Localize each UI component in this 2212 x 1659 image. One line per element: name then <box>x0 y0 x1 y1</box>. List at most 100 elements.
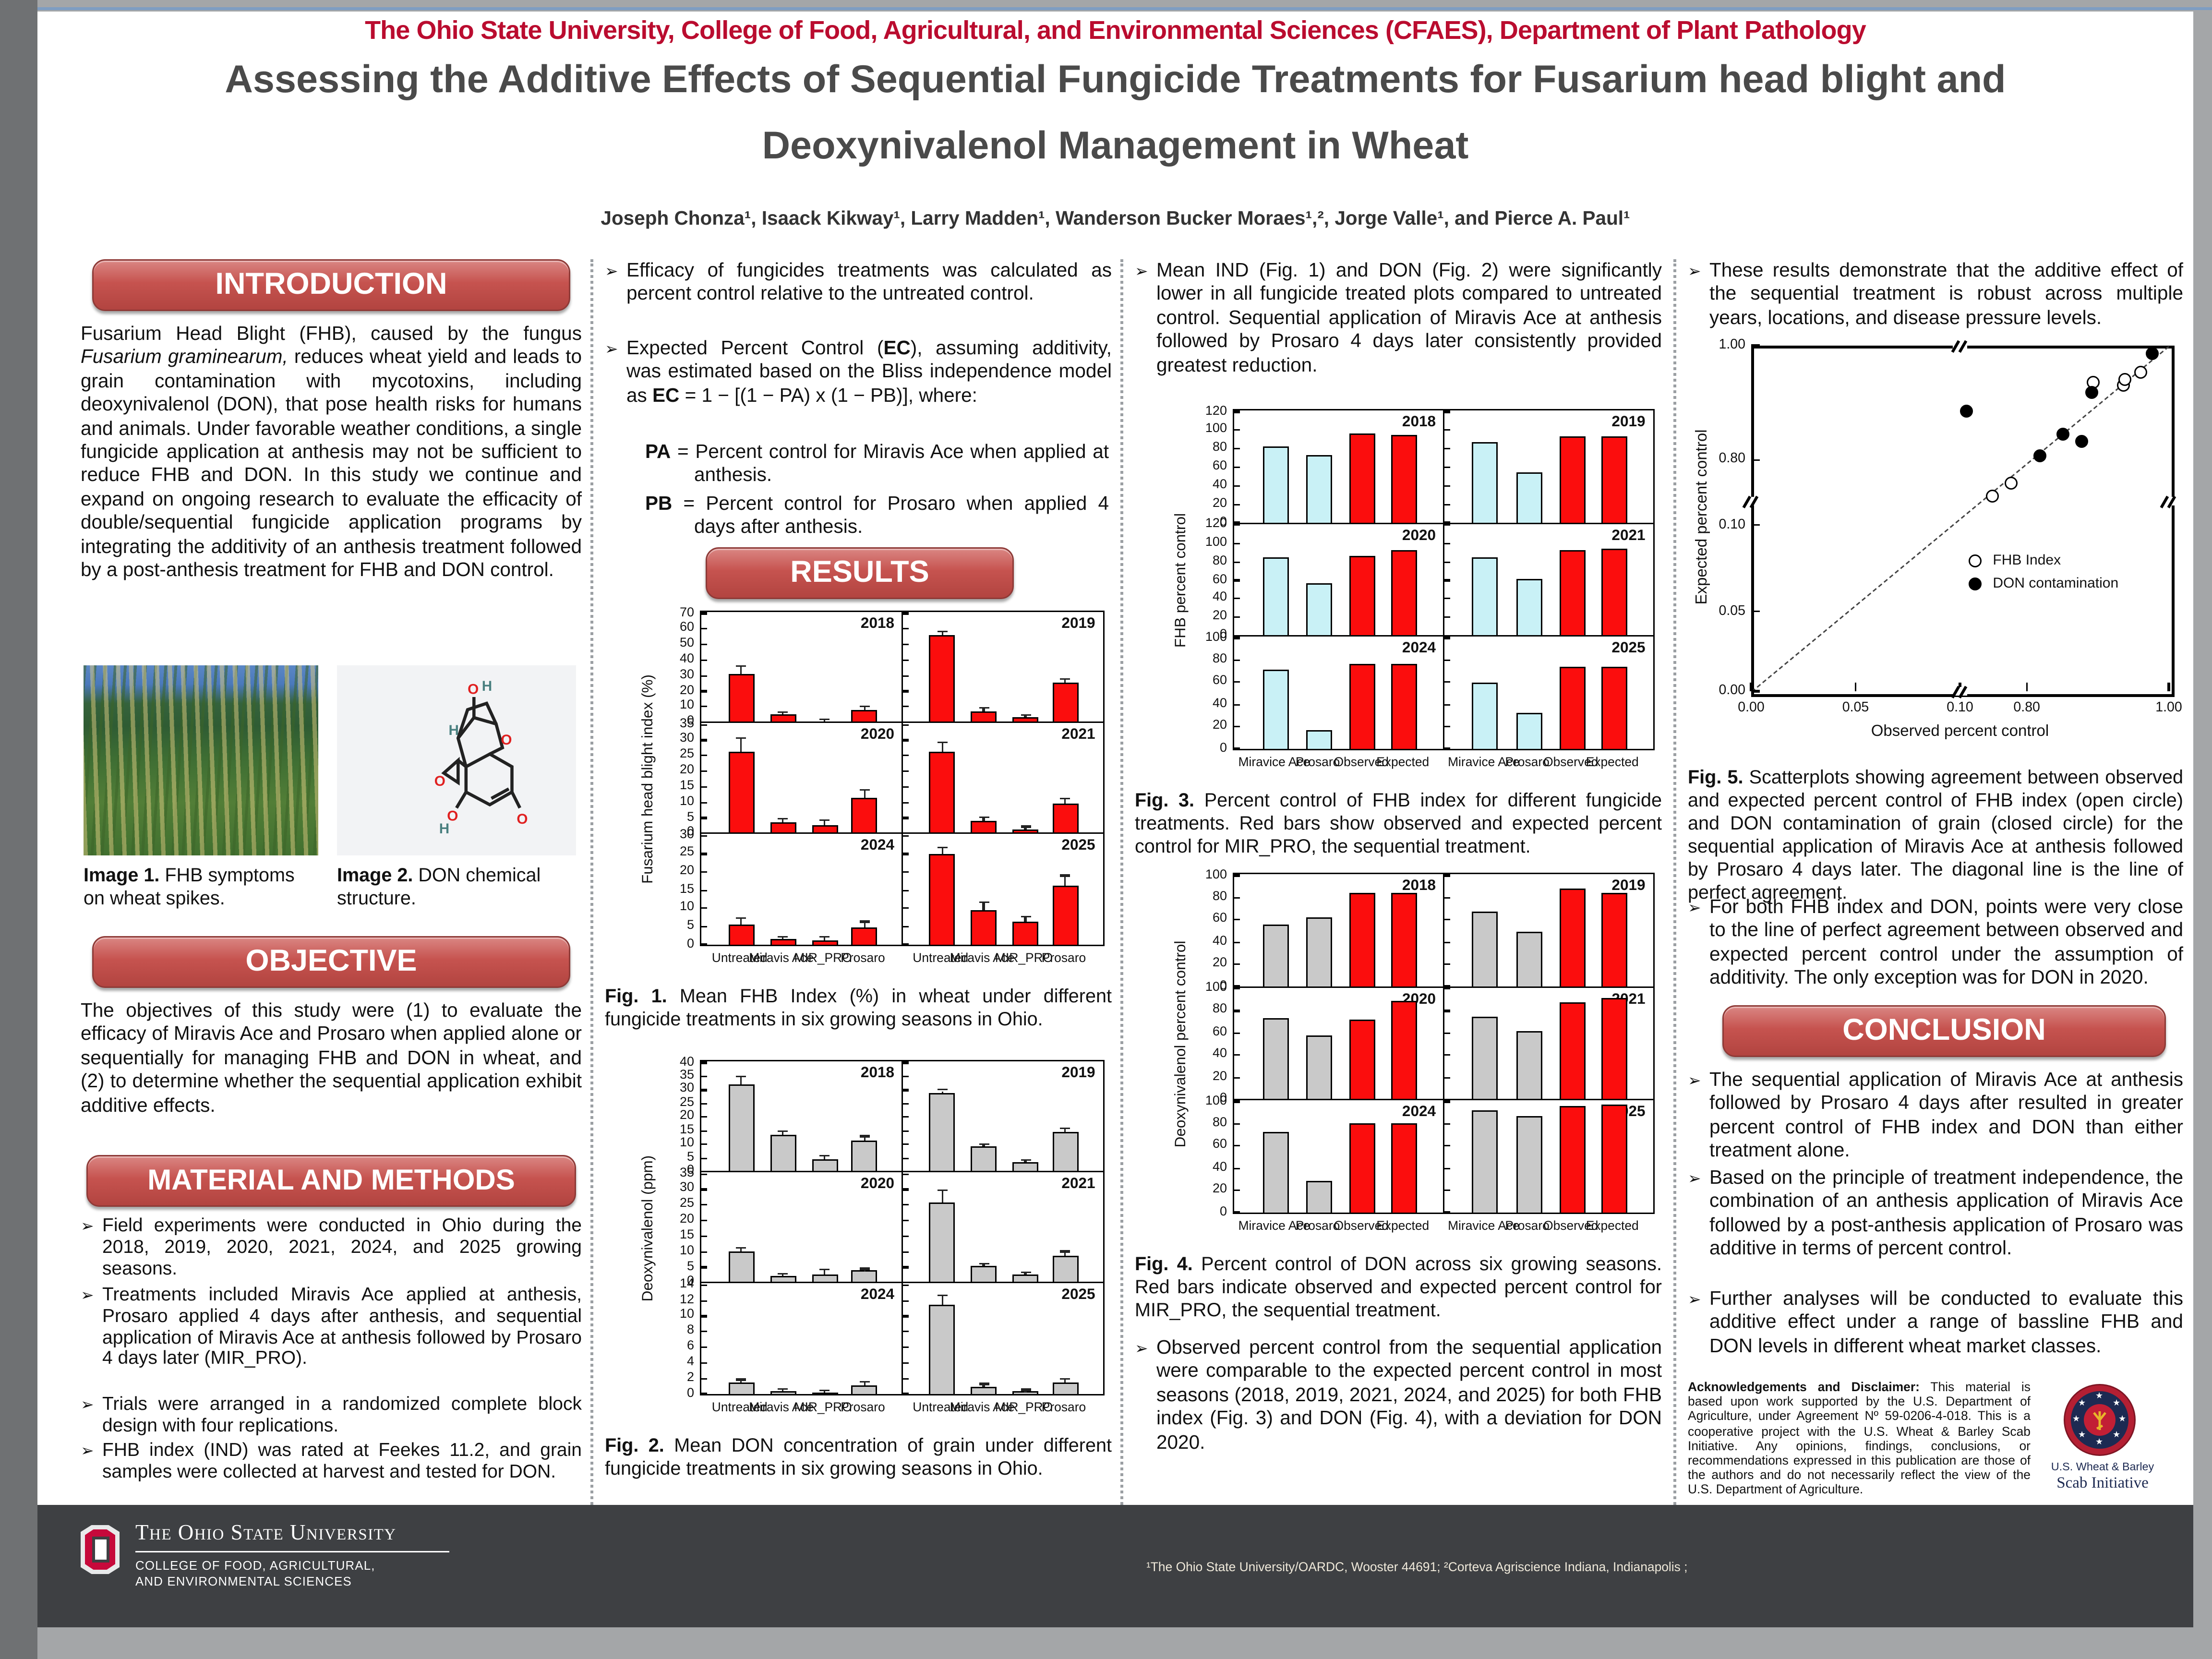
y-tick-label: 15 <box>679 1121 694 1136</box>
data-bar <box>1391 550 1418 636</box>
y-tick <box>1234 579 1240 581</box>
error-bar <box>823 1392 826 1393</box>
data-bar <box>1306 455 1333 523</box>
y-tick-label: 5 <box>686 1149 694 1164</box>
error-bar-cap <box>937 1190 947 1192</box>
y-tick-label: 80 <box>1212 650 1227 665</box>
error-bar <box>740 739 742 752</box>
data-bar <box>929 1304 955 1394</box>
data-bar <box>1515 1031 1542 1100</box>
chart-panel: 2018 <box>1233 409 1444 524</box>
error-bar <box>1064 799 1066 804</box>
chart-panel: 2018 <box>700 611 903 724</box>
error-bar <box>823 1157 826 1159</box>
data-bar <box>929 854 955 945</box>
y-tick-label: 0 <box>686 713 694 728</box>
window-left-strip <box>0 0 37 1659</box>
data-bar <box>1262 924 1289 986</box>
error-bar <box>823 821 826 825</box>
data-bar <box>1559 889 1586 986</box>
y-tick <box>701 644 707 646</box>
y-tick-label: 0 <box>1219 626 1227 641</box>
osu-college: COLLEGE OF FOOD, AGRICULTURAL, AND ENVIR… <box>135 1558 375 1588</box>
axis-category-label: Untreated <box>913 950 969 965</box>
y-tick <box>902 817 908 819</box>
y-tick <box>902 1393 908 1395</box>
y-tick-label: 20 <box>679 1107 694 1122</box>
objective-header: OBJECTIVE <box>92 936 570 988</box>
error-bar <box>941 848 943 854</box>
data-bar <box>1262 446 1289 523</box>
error-bar-cap <box>859 705 869 707</box>
methods-header: MATERIAL AND METHODS <box>86 1155 576 1207</box>
error-bar-cap <box>819 1390 830 1392</box>
panel-year-label: 2021 <box>1061 726 1095 744</box>
y-tick-label: 0.00 <box>1719 683 1746 698</box>
error-bar-cap <box>937 741 947 743</box>
axis-category-label: Prosaro <box>1041 950 1086 965</box>
data-bar <box>769 714 796 722</box>
intro-text: reduces wheat yield and leads to grain c… <box>81 346 582 581</box>
axis-category-label: Prosaro <box>841 950 885 965</box>
data-bar <box>1391 664 1418 749</box>
y-tick <box>1234 963 1240 965</box>
y-tick <box>1234 616 1240 618</box>
data-bar <box>971 909 997 945</box>
data-bar <box>1391 1000 1418 1100</box>
y-tick <box>701 1362 707 1364</box>
y-tick <box>701 1315 707 1317</box>
y-tick <box>1234 1010 1240 1012</box>
data-bar <box>1012 1274 1039 1283</box>
osu-college-line1: COLLEGE OF FOOD, AGRICULTURAL, <box>135 1558 375 1573</box>
data-bar <box>1515 473 1542 523</box>
data-bar <box>1262 1131 1289 1213</box>
y-tick-label: 15 <box>679 880 694 895</box>
data-bar <box>1349 1020 1376 1100</box>
data-bar <box>1306 1035 1333 1100</box>
y-tick-label: 60 <box>1212 1023 1227 1038</box>
data-bar <box>1472 442 1498 523</box>
legend-marker-icon <box>1968 554 1982 567</box>
data-bar <box>1012 1392 1039 1394</box>
y-tick <box>701 1173 707 1175</box>
y-tick-label: 1.00 <box>1719 337 1746 353</box>
y-tick <box>902 853 908 855</box>
error-bar <box>1064 1252 1066 1256</box>
y-tick <box>701 1235 707 1237</box>
chart-panel: 2020 <box>700 1171 903 1285</box>
error-bar <box>781 938 784 939</box>
y-tick <box>902 1362 908 1364</box>
error-bar <box>740 1380 742 1382</box>
y-tick <box>902 1173 908 1175</box>
axis-category-label: Miravice Ace <box>1238 755 1310 769</box>
chart-panel: 2020 <box>1233 986 1444 1101</box>
data-bar <box>851 1385 878 1394</box>
y-tick <box>1443 919 1450 921</box>
data-bar <box>1349 1122 1376 1213</box>
data-bar <box>728 924 754 945</box>
means-bullet: Mean IND (Fig. 1) and DON (Fig. 2) were … <box>1135 259 1662 377</box>
conclusion-bullet: The sequential application of Miravis Ac… <box>1688 1069 2183 1163</box>
column-2: Efficacy of fungicides treatments was ca… <box>605 259 1112 1509</box>
y-tick <box>701 801 707 804</box>
ec-bold: EC <box>652 384 680 406</box>
y-tick <box>1234 503 1240 505</box>
axis-category-label: Miravis Ace <box>749 950 814 965</box>
panel-year-label: 2018 <box>1402 877 1436 894</box>
y-tick <box>902 1116 908 1118</box>
y-tick <box>1234 1123 1240 1125</box>
axis-category-label: Miravice Ace <box>1448 755 1520 769</box>
y-tick-label: 8 <box>686 1322 694 1337</box>
star-icon: ★ <box>2113 1431 2121 1440</box>
intro-text: Fusarium Head Blight (FHB), caused by th… <box>81 323 582 344</box>
column-3: Mean IND (Fig. 1) and DON (Fig. 2) were … <box>1135 259 1662 1509</box>
error-bar-cap <box>1020 714 1031 716</box>
data-point-don <box>2033 449 2047 463</box>
chart-panel: 2018 <box>700 1060 903 1173</box>
y-tick-label: 14 <box>679 1275 694 1290</box>
error-bar-cap <box>778 1388 788 1390</box>
image2-caption-label: Image 2. <box>337 864 413 886</box>
y-tick <box>701 889 707 891</box>
chart-panel: 2019 <box>1442 409 1654 524</box>
error-bar <box>1064 1380 1066 1383</box>
